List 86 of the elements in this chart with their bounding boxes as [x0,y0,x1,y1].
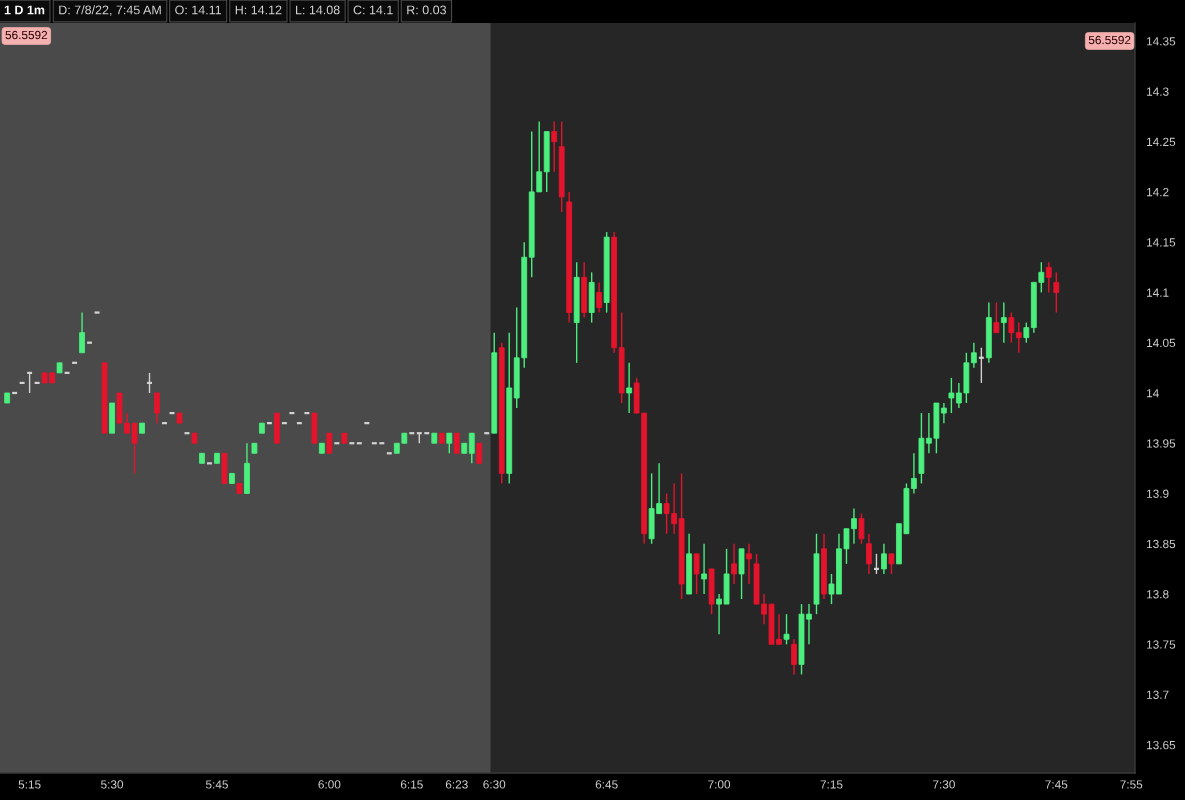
x-tick-label: 6:00 [318,780,341,789]
candlestick [79,311,85,354]
candlestick [408,432,416,435]
y-tick-label: 13.85 [1147,539,1176,549]
candlestick [993,301,1000,334]
y-tick-label: 14.1 [1147,288,1169,297]
candlestick [11,391,19,395]
x-tick-label: 5:15 [18,780,41,789]
y-tick-label: 14 [1147,389,1159,398]
x-tick-label: 6:45 [595,780,618,789]
y-tick-label: 14.2 [1147,187,1169,197]
annotation: 56.5592 [1088,35,1131,45]
candlestick [348,442,356,445]
candlestick [288,411,296,415]
text: D: 7/8/22, 7:45 AM [59,5,161,16]
candlestick [93,311,101,314]
candlestick [333,442,341,445]
x-tick-label: 7:55 [1120,780,1143,789]
candlestick [866,533,872,575]
candlestick [363,422,371,425]
candlestick [154,392,160,424]
candlestick [295,422,303,425]
x-tick-label: 5:45 [205,780,228,789]
candlestick [1000,301,1007,344]
candlestick [265,422,273,425]
text: C: 14.1 [353,5,393,15]
candlestick [18,381,26,385]
y-tick-label: 14.15 [1147,238,1176,247]
candlestick [746,543,752,585]
candlestick [881,543,887,575]
x-tick-label: 6:15 [400,780,423,789]
candlestick [1045,261,1052,294]
x-tick-label: 7:15 [820,780,843,789]
y-tick-label: 14.05 [1147,338,1176,348]
candlestick [453,432,460,454]
chart-title: 1 D 1m [4,5,45,15]
text: R: 0.03 [407,5,446,15]
text: L: 14.08 [296,5,340,15]
candlestick [355,442,363,445]
y-tick-label: 13.95 [1147,439,1176,448]
annotation: 56.5592 [5,30,48,40]
y-tick-label: 14.3 [1147,87,1169,96]
y-tick-label: 14.25 [1147,137,1176,147]
candlestick [701,543,707,595]
candlestick [1053,271,1060,314]
y-tick-label: 14.35 [1147,37,1176,46]
candlestick [385,452,393,455]
y-tick-label: 13.8 [1147,590,1169,599]
candlestick [483,432,491,435]
x-tick-label: 5:30 [101,780,124,789]
candlestick [280,422,288,425]
candlestick [888,553,895,575]
candlestick [370,442,378,445]
candlestick [423,432,431,435]
y-tick-label: 13.7 [1147,690,1169,699]
x-tick-label: 6:23 [445,780,468,789]
candlestick [693,553,700,595]
candlestick [1008,311,1015,344]
x-tick-label: 7:45 [1045,780,1068,789]
candlestick [476,442,483,465]
candlestick [783,613,790,646]
candlestick [626,362,633,414]
candlestick [1015,321,1022,354]
candlestick [596,281,603,314]
candlestick [33,381,41,385]
candlestick [446,432,453,454]
y-tick-label: 13.75 [1147,640,1176,649]
text: O: 14.11 [175,5,222,15]
y-tick-label: 13.65 [1147,740,1176,750]
candlestick [731,543,737,585]
candlestick [468,432,475,465]
x-tick-label: 7:00 [708,780,731,789]
candlestick [1023,321,1030,344]
candlestick [378,442,386,445]
candlestick [551,120,558,173]
candlestick [63,371,71,374]
x-tick-label: 7:30 [933,780,955,789]
candlestick [858,512,865,545]
candlestick [977,347,985,384]
candlestick [303,411,311,415]
candlestick [791,638,797,676]
text: H: 14.12 [235,5,282,15]
y-tick-label: 13.9 [1147,489,1169,498]
candlestick [26,371,34,394]
candlestick [326,432,333,454]
x-tick-label: 6:30 [483,780,506,789]
